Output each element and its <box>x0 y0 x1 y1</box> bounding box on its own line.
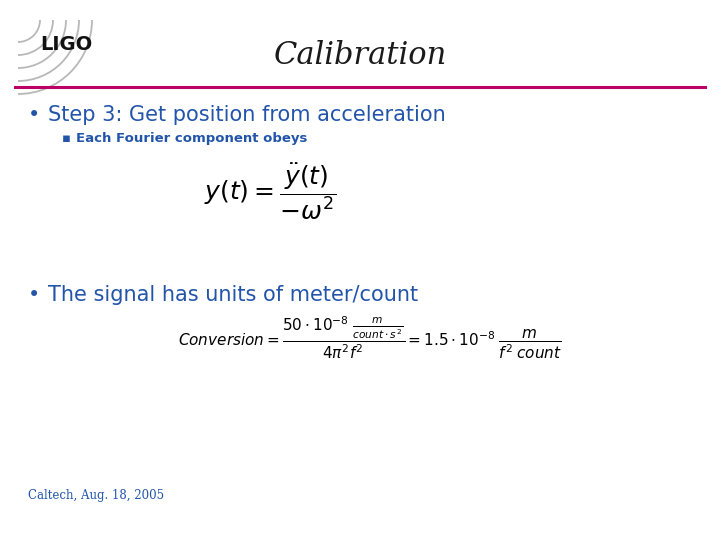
Text: •: • <box>28 105 40 125</box>
Text: LIGO: LIGO <box>40 35 92 54</box>
Text: Each Fourier component obeys: Each Fourier component obeys <box>76 132 307 145</box>
Text: The signal has units of meter/count: The signal has units of meter/count <box>48 285 418 305</box>
Text: Caltech, Aug. 18, 2005: Caltech, Aug. 18, 2005 <box>28 489 164 502</box>
Text: Calibration: Calibration <box>274 40 446 71</box>
Text: Step 3: Get position from acceleration: Step 3: Get position from acceleration <box>48 105 446 125</box>
Text: $\mathit{Conversion} = \dfrac{50 \cdot 10^{-8} \; \frac{m}{count \cdot s^2}}{4\p: $\mathit{Conversion} = \dfrac{50 \cdot 1… <box>178 315 562 361</box>
Text: •: • <box>28 285 40 305</box>
Text: $y(t) = \dfrac{\ddot{y}(t)}{-\omega^2}$: $y(t) = \dfrac{\ddot{y}(t)}{-\omega^2}$ <box>204 162 336 222</box>
Text: ▪: ▪ <box>62 132 71 145</box>
